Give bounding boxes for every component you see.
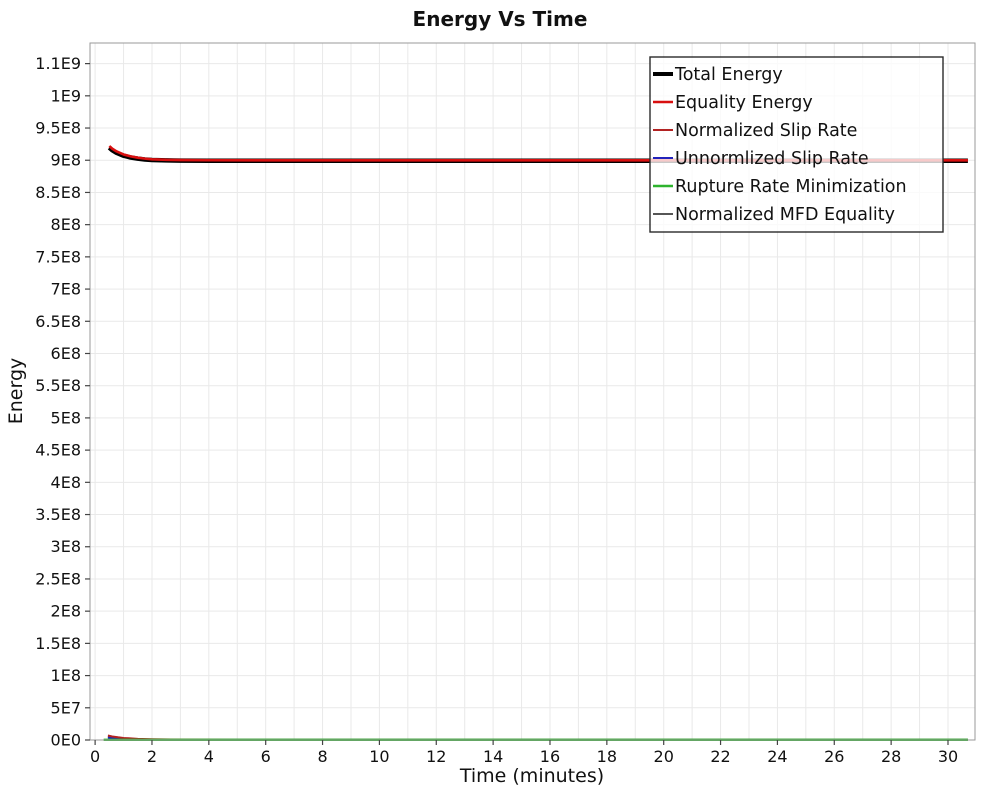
x-tick-label: 30 (938, 747, 958, 766)
legend-label-rupture-rate-minimization: Rupture Rate Minimization (675, 177, 907, 197)
legend-box (649, 56, 944, 233)
y-tick-label: 1.1E9 (35, 54, 81, 73)
y-tick-label: 9.5E8 (35, 119, 81, 138)
y-tick-label: 9E8 (51, 151, 81, 170)
x-tick-label: 20 (654, 747, 674, 766)
x-tick-label: 8 (317, 747, 327, 766)
x-tick-label: 26 (824, 747, 844, 766)
y-tick-label: 7E8 (51, 280, 81, 299)
x-tick-label: 14 (483, 747, 503, 766)
y-tick-label: 8E8 (51, 215, 81, 234)
chart-title: Energy Vs Time (412, 7, 588, 31)
plot-border-rect (89, 42, 976, 741)
x-tick-label: 0 (90, 747, 100, 766)
y-tick-label: 0E0 (51, 731, 81, 750)
y-tick-label: 8.5E8 (35, 183, 81, 202)
x-tick-label: 28 (881, 747, 901, 766)
x-tick-label: 24 (767, 747, 787, 766)
y-tick-label: 4.5E8 (35, 441, 81, 460)
legend-label-normalized-mfd-equality: Normalized MFD Equality (675, 205, 895, 225)
plot-border (89, 42, 976, 741)
legend-label-unnormlized-slip-rate: Unnormlized Slip Rate (675, 149, 869, 169)
y-tick-label: 2E8 (51, 602, 81, 621)
y-tick-label: 1E9 (51, 86, 81, 105)
y-tick-label: 3E8 (51, 537, 81, 556)
y-tick-label: 6.5E8 (35, 312, 81, 331)
axis-ticks: 0 2 4 6 8 10 12 14 16 18 20 22 24 26 28 300E05E71E81.5E… (35, 54, 958, 766)
x-tick-label: 22 (710, 747, 730, 766)
x-tick-label: 6 (261, 747, 271, 766)
x-tick-label: 16 (540, 747, 560, 766)
y-axis-label: Energy (5, 358, 27, 425)
y-tick-label: 1.5E8 (35, 634, 81, 653)
y-tick-label: 5E8 (51, 408, 81, 427)
y-tick-label: 6E8 (51, 344, 81, 363)
legend-label-total-energy: Total Energy (674, 65, 783, 85)
x-tick-label: 4 (204, 747, 214, 766)
data-series (103, 145, 968, 741)
x-tick-label: 12 (426, 747, 446, 766)
y-tick-label: 1E8 (51, 666, 81, 685)
y-tick-label: 7.5E8 (35, 247, 81, 266)
legend-label-normalized-slip-rate: Normalized Slip Rate (675, 121, 857, 141)
y-tick-label: 5E7 (51, 698, 81, 717)
y-tick-label: 4E8 (51, 473, 81, 492)
legend-label-equality-energy: Equality Energy (675, 93, 813, 113)
y-tick-label: 2.5E8 (35, 569, 81, 588)
x-tick-label: 18 (597, 747, 617, 766)
x-axis-label: Time (minutes) (459, 765, 604, 787)
y-tick-label: 5.5E8 (35, 376, 81, 395)
legend: Total Energy Equality Energy Normalized Sl… (649, 56, 944, 233)
y-tick-label: 3.5E8 (35, 505, 81, 524)
x-tick-label: 10 (369, 747, 389, 766)
x-tick-label: 2 (147, 747, 157, 766)
